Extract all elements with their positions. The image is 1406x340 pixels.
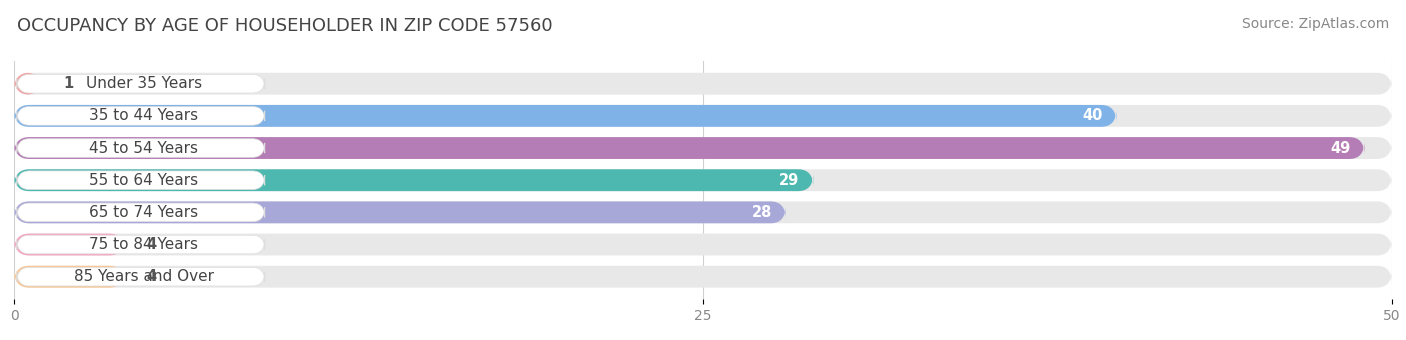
FancyBboxPatch shape (17, 106, 264, 125)
FancyBboxPatch shape (14, 266, 124, 288)
FancyBboxPatch shape (14, 266, 1392, 288)
Text: 49: 49 (1330, 140, 1351, 155)
FancyBboxPatch shape (14, 234, 1392, 255)
Text: 1: 1 (63, 76, 75, 91)
Text: 40: 40 (1083, 108, 1102, 123)
Text: 65 to 74 Years: 65 to 74 Years (89, 205, 198, 220)
Text: 35 to 44 Years: 35 to 44 Years (89, 108, 198, 123)
FancyBboxPatch shape (17, 203, 264, 222)
FancyBboxPatch shape (17, 74, 264, 93)
FancyBboxPatch shape (14, 73, 1392, 95)
FancyBboxPatch shape (17, 171, 264, 189)
FancyBboxPatch shape (14, 201, 786, 223)
FancyBboxPatch shape (14, 137, 1392, 159)
FancyBboxPatch shape (14, 105, 1392, 127)
FancyBboxPatch shape (14, 73, 42, 95)
Text: OCCUPANCY BY AGE OF HOUSEHOLDER IN ZIP CODE 57560: OCCUPANCY BY AGE OF HOUSEHOLDER IN ZIP C… (17, 17, 553, 35)
Text: 4: 4 (146, 237, 156, 252)
Text: 55 to 64 Years: 55 to 64 Years (89, 173, 198, 188)
Text: 85 Years and Over: 85 Years and Over (73, 269, 214, 284)
FancyBboxPatch shape (17, 267, 264, 286)
Text: 4: 4 (146, 269, 156, 284)
Text: Under 35 Years: Under 35 Years (86, 76, 201, 91)
FancyBboxPatch shape (17, 235, 264, 254)
FancyBboxPatch shape (14, 137, 1364, 159)
FancyBboxPatch shape (14, 169, 1392, 191)
FancyBboxPatch shape (14, 201, 1392, 223)
FancyBboxPatch shape (14, 234, 124, 255)
Text: 29: 29 (779, 173, 800, 188)
Text: 45 to 54 Years: 45 to 54 Years (89, 140, 198, 155)
Text: Source: ZipAtlas.com: Source: ZipAtlas.com (1241, 17, 1389, 31)
Text: 75 to 84 Years: 75 to 84 Years (89, 237, 198, 252)
FancyBboxPatch shape (14, 169, 813, 191)
Text: 28: 28 (752, 205, 772, 220)
FancyBboxPatch shape (17, 139, 264, 157)
FancyBboxPatch shape (14, 105, 1116, 127)
